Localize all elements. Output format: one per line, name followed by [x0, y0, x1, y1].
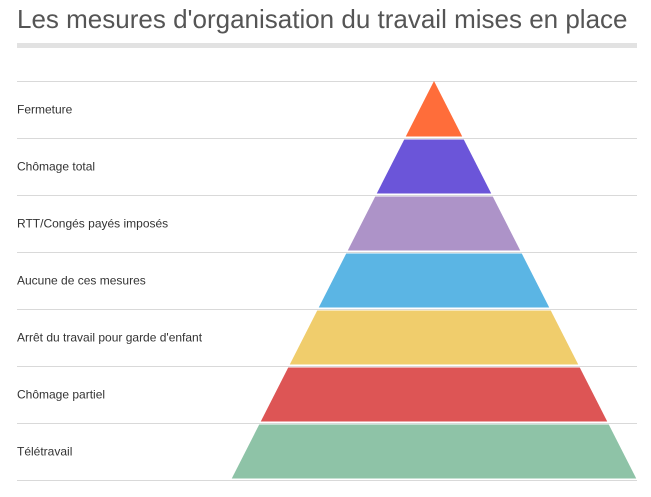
pyramid-segment: [231, 424, 637, 479]
level-label: Aucune de ces mesures: [17, 274, 146, 288]
level-label: Chômage total: [17, 160, 95, 174]
pyramid-segment: [347, 196, 521, 251]
pyramid-segment: [289, 310, 579, 365]
level-label: Fermeture: [17, 103, 73, 117]
level-label: Chômage partiel: [17, 388, 105, 402]
level-label: Télétravail: [17, 445, 72, 459]
chart-title: Les mesures d'organisation du travail mi…: [17, 4, 628, 34]
pyramid-segment: [405, 81, 463, 137]
pyramid-segment: [260, 367, 608, 422]
level-label: RTT/Congés payés imposés: [17, 217, 168, 231]
pyramid-segment: [376, 139, 492, 194]
title-divider: [17, 43, 637, 48]
pyramid-segment: [318, 253, 550, 308]
level-label: Arrêt du travail pour garde d'enfant: [17, 331, 203, 345]
